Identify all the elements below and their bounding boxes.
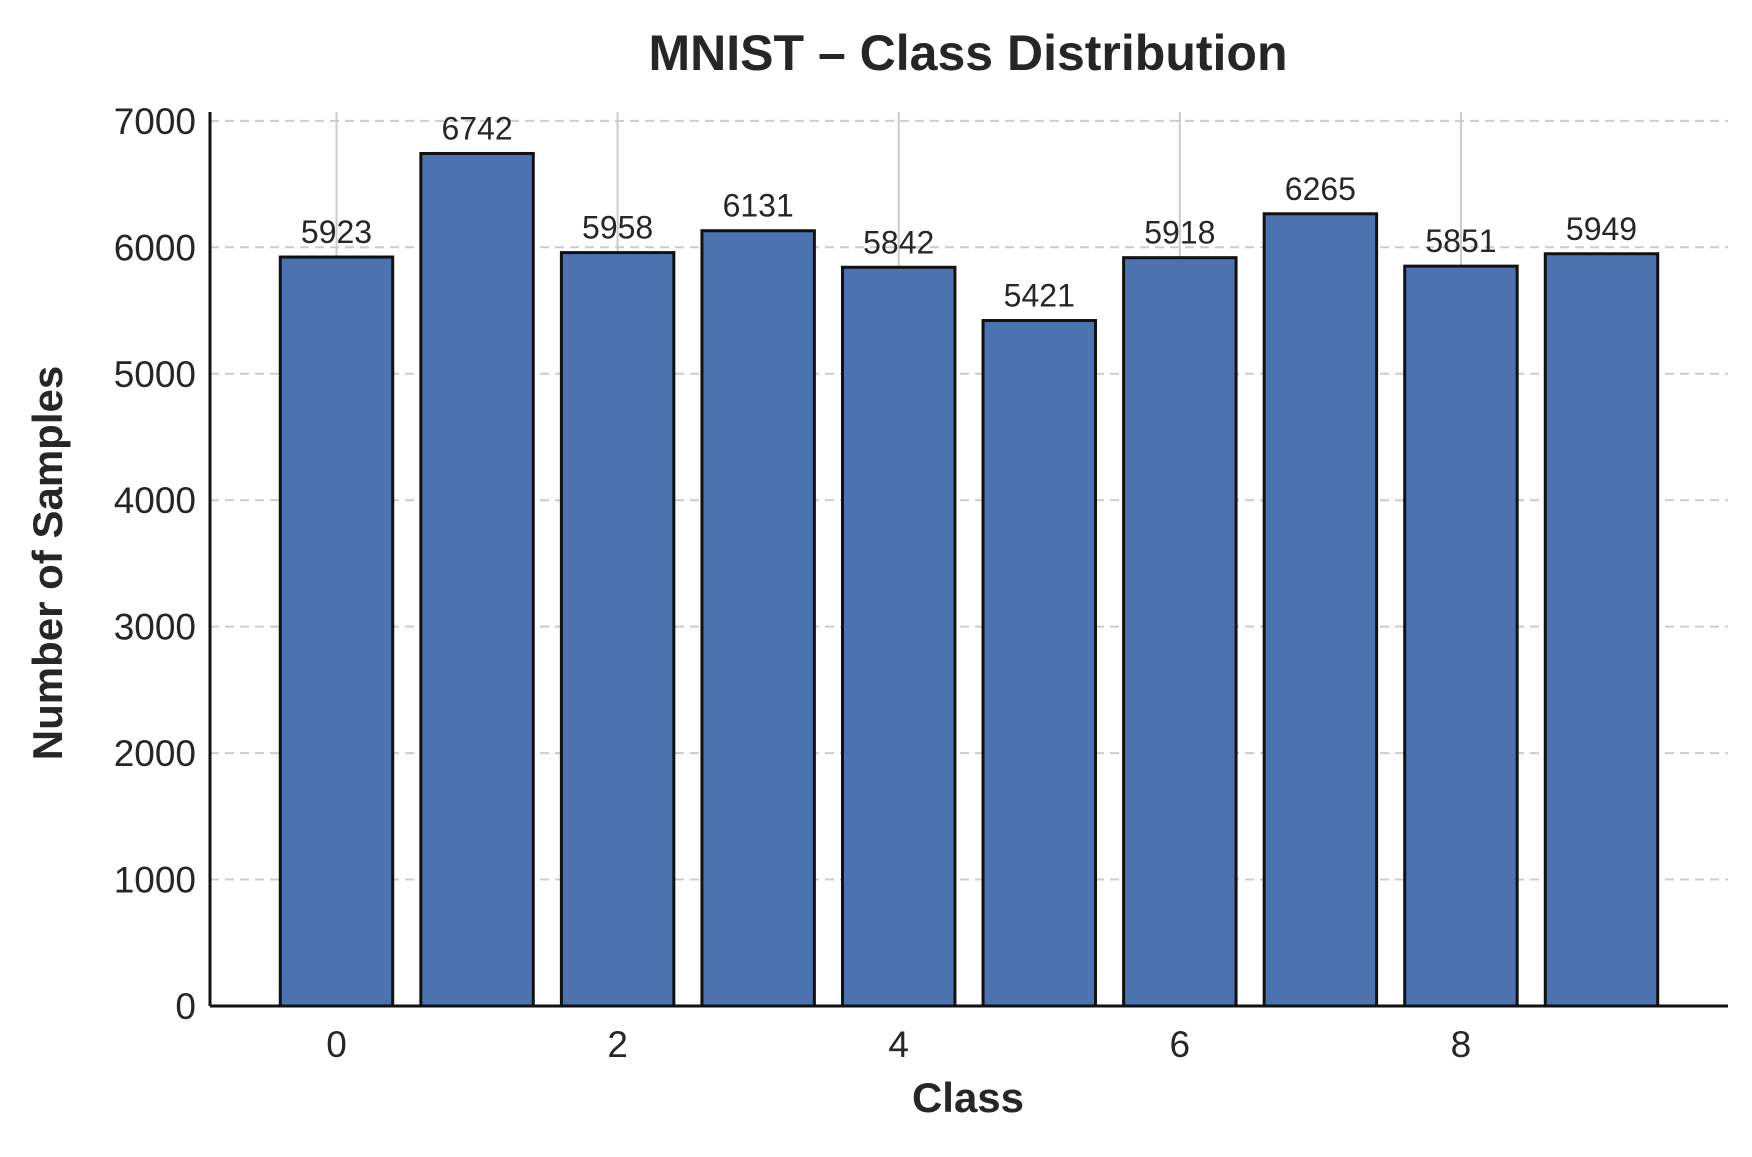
bar-class-5 xyxy=(981,319,1097,1008)
bar-class-7 xyxy=(1262,212,1379,1008)
data-label: 5923 xyxy=(301,214,372,250)
bar-class-2 xyxy=(559,251,676,1008)
data-label: 6742 xyxy=(441,110,512,146)
y-tick-label: 4000 xyxy=(114,480,196,521)
y-tick-label: 1000 xyxy=(114,860,196,901)
data-label: 5958 xyxy=(582,210,653,246)
data-label: 5918 xyxy=(1144,215,1215,251)
x-tick-label: 2 xyxy=(607,1024,628,1065)
bar-class-1 xyxy=(419,151,535,1008)
chart-title: MNIST – Class Distribution xyxy=(649,25,1288,81)
y-tick-label: 7000 xyxy=(114,101,196,142)
y-tick-label: 3000 xyxy=(114,607,196,648)
data-label: 6131 xyxy=(723,188,794,224)
bar-class-8 xyxy=(1403,264,1519,1008)
y-tick-label: 5000 xyxy=(114,354,196,395)
x-tick-label: 8 xyxy=(1451,1024,1472,1065)
bar-class-3 xyxy=(700,229,816,1008)
bar-class-4 xyxy=(841,265,957,1008)
x-tick-label: 6 xyxy=(1170,1024,1191,1065)
x-axis-label: Class xyxy=(912,1074,1024,1121)
y-tick-label: 2000 xyxy=(114,733,196,774)
data-label: 5421 xyxy=(1004,278,1075,314)
x-tick-label: 0 xyxy=(326,1024,347,1065)
y-tick-label: 6000 xyxy=(114,227,196,268)
bars xyxy=(278,151,1660,1008)
y-tick-label: 0 xyxy=(175,986,196,1027)
data-labels: 5923 6742 5958 6131 5842 5421 5918 6265 5851 5949 xyxy=(301,110,1637,313)
data-label: 5949 xyxy=(1566,211,1637,247)
axes xyxy=(208,112,1728,1008)
y-axis-label: Number of Samples xyxy=(24,366,71,760)
data-label: 6265 xyxy=(1285,171,1356,207)
data-label: 5851 xyxy=(1425,223,1496,259)
data-label: 5842 xyxy=(863,224,934,260)
bar-class-0 xyxy=(278,255,395,1008)
tick-labels: 0 1000 2000 3000 4000 5000 6000 7000 0 2 4 6 8 xyxy=(114,101,1472,1065)
x-tick-label: 4 xyxy=(888,1024,909,1065)
bar-class-9 xyxy=(1543,252,1660,1008)
bar-class-6 xyxy=(1122,256,1238,1008)
